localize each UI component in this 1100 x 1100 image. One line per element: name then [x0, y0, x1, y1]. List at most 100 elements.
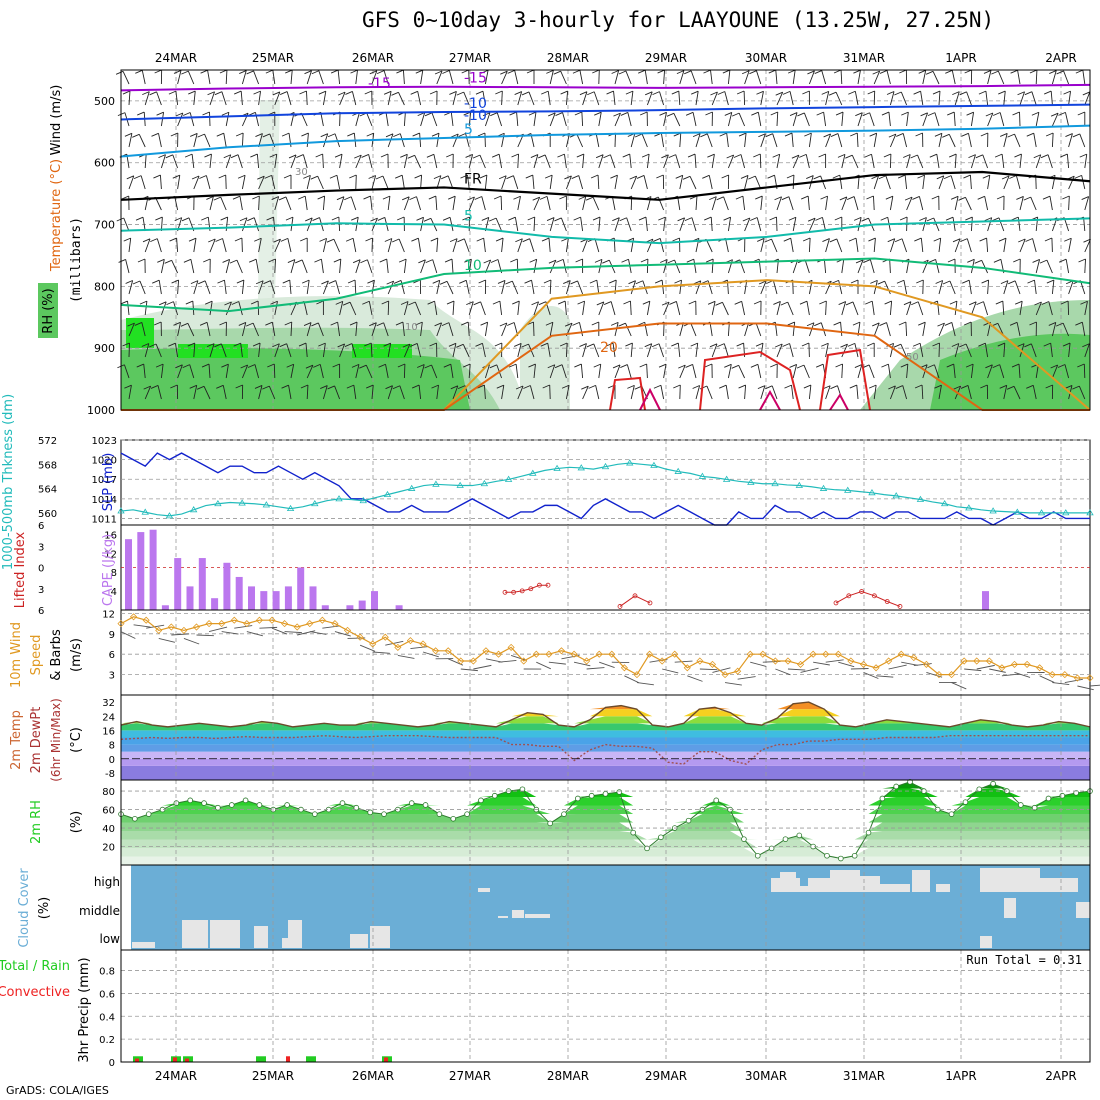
- wind-barb: [625, 90, 634, 95]
- wind-barb: [1003, 238, 1007, 253]
- rh2m-marker: [353, 804, 360, 811]
- wind-barb: [767, 174, 775, 179]
- thickness-tick-label: 564: [38, 485, 57, 496]
- wind-barb: [873, 385, 877, 400]
- wind-barb: [190, 259, 195, 274]
- wind-barb: [1050, 364, 1058, 369]
- wind-barb: [491, 153, 500, 158]
- wind-barb: [177, 322, 181, 337]
- wind-barb: [460, 668, 478, 672]
- wind-barb: [618, 322, 626, 327]
- wind-barb: [372, 651, 390, 654]
- rh2m-marker: [879, 795, 886, 802]
- wind-barb: [791, 154, 800, 159]
- wind-barb: [318, 342, 326, 347]
- wind-barb: [351, 216, 359, 221]
- wind-barb: [382, 175, 389, 190]
- wind-barb: [866, 195, 874, 200]
- wind-barb: [1066, 154, 1070, 169]
- wind-barb: [192, 301, 195, 316]
- wind-barb: [901, 111, 909, 116]
- wind-barb: [707, 300, 716, 305]
- wind-barb: [1042, 195, 1051, 200]
- wind-barb: [290, 217, 294, 232]
- wind-barb: [371, 280, 375, 295]
- wind-barb: [505, 280, 513, 285]
- wind-barb: [301, 259, 308, 274]
- wind-barb: [976, 664, 995, 670]
- wind-barb: [322, 625, 341, 629]
- wind-speed-marker: [1048, 671, 1056, 679]
- wind-barb: [432, 279, 440, 284]
- wind-barb: [168, 342, 176, 347]
- wind-barb: [598, 217, 601, 232]
- wind-barb: [435, 196, 438, 211]
- wind-barb: [144, 301, 148, 316]
- wind-barb: [1084, 301, 1088, 316]
- wind-barb: [792, 174, 795, 190]
- wind-barb: [830, 385, 838, 390]
- wind-barb: [577, 300, 585, 305]
- wind-barb: [451, 133, 459, 138]
- wind-barb: [1068, 91, 1071, 106]
- wind-barb: [914, 237, 922, 242]
- temp-color-band: [121, 737, 1090, 745]
- wind-barb: [792, 112, 798, 127]
- wind-barb: [638, 69, 646, 74]
- wind-barb: [737, 676, 756, 680]
- wind-barb: [765, 133, 773, 138]
- wind-barb: [579, 70, 584, 85]
- wind-barb: [139, 300, 148, 305]
- wind-barb: [1014, 671, 1031, 678]
- wind-speed-marker: [708, 660, 717, 668]
- wind-barb: [327, 133, 336, 138]
- wind-barb: [1072, 385, 1080, 390]
- wind-barb: [796, 364, 805, 369]
- thickness-tick-label: 560: [38, 509, 57, 520]
- wind-barb: [193, 280, 199, 295]
- wind-barb: [501, 322, 508, 337]
- wind-barb: [124, 384, 132, 389]
- wind-barb: [128, 133, 133, 148]
- wind-barb: [494, 342, 503, 347]
- wind-barb: [254, 237, 262, 242]
- wind-barb: [687, 675, 703, 682]
- wind-barb: [659, 111, 667, 116]
- wind-barb: [200, 69, 208, 74]
- wind-barb: [218, 174, 226, 179]
- wind-tick-label: 9: [109, 630, 115, 641]
- wind-barb: [685, 364, 693, 368]
- rh2m-marker: [228, 802, 235, 808]
- wind-barb: [589, 279, 598, 284]
- rh2m-marker: [450, 816, 457, 822]
- slp-panel-frame: [120, 439, 1091, 526]
- wind-barb: [1068, 133, 1073, 148]
- wind-barb: [1057, 364, 1066, 368]
- cape-bar: [186, 586, 194, 610]
- wind-barb: [246, 631, 263, 637]
- wind-speed-marker: [507, 643, 515, 651]
- wind-barb: [428, 195, 437, 200]
- cloud-gap: [936, 884, 950, 892]
- wind-speed-marker: [985, 657, 993, 665]
- wind-barb: [410, 646, 429, 650]
- wind-barb: [1082, 91, 1090, 96]
- wind-barb: [171, 633, 190, 636]
- wind-barb: [894, 238, 903, 243]
- wind-barb: [710, 91, 718, 96]
- wind-barb: [938, 91, 941, 106]
- wind-barb: [610, 301, 616, 316]
- wind-speed-marker: [1086, 674, 1094, 682]
- wind-barb: [241, 70, 247, 85]
- cape-tick-label: 8: [111, 568, 117, 579]
- wind-barb: [480, 321, 488, 326]
- wind-barb: [221, 631, 239, 635]
- wind-barb: [674, 660, 693, 663]
- wind-barb: [136, 363, 144, 368]
- wind-barb: [253, 70, 260, 85]
- wind-barb: [225, 154, 232, 169]
- wind-barb: [937, 301, 940, 316]
- wind-barb: [365, 237, 373, 242]
- wind-barb: [288, 133, 292, 148]
- wind-barb: [452, 385, 459, 400]
